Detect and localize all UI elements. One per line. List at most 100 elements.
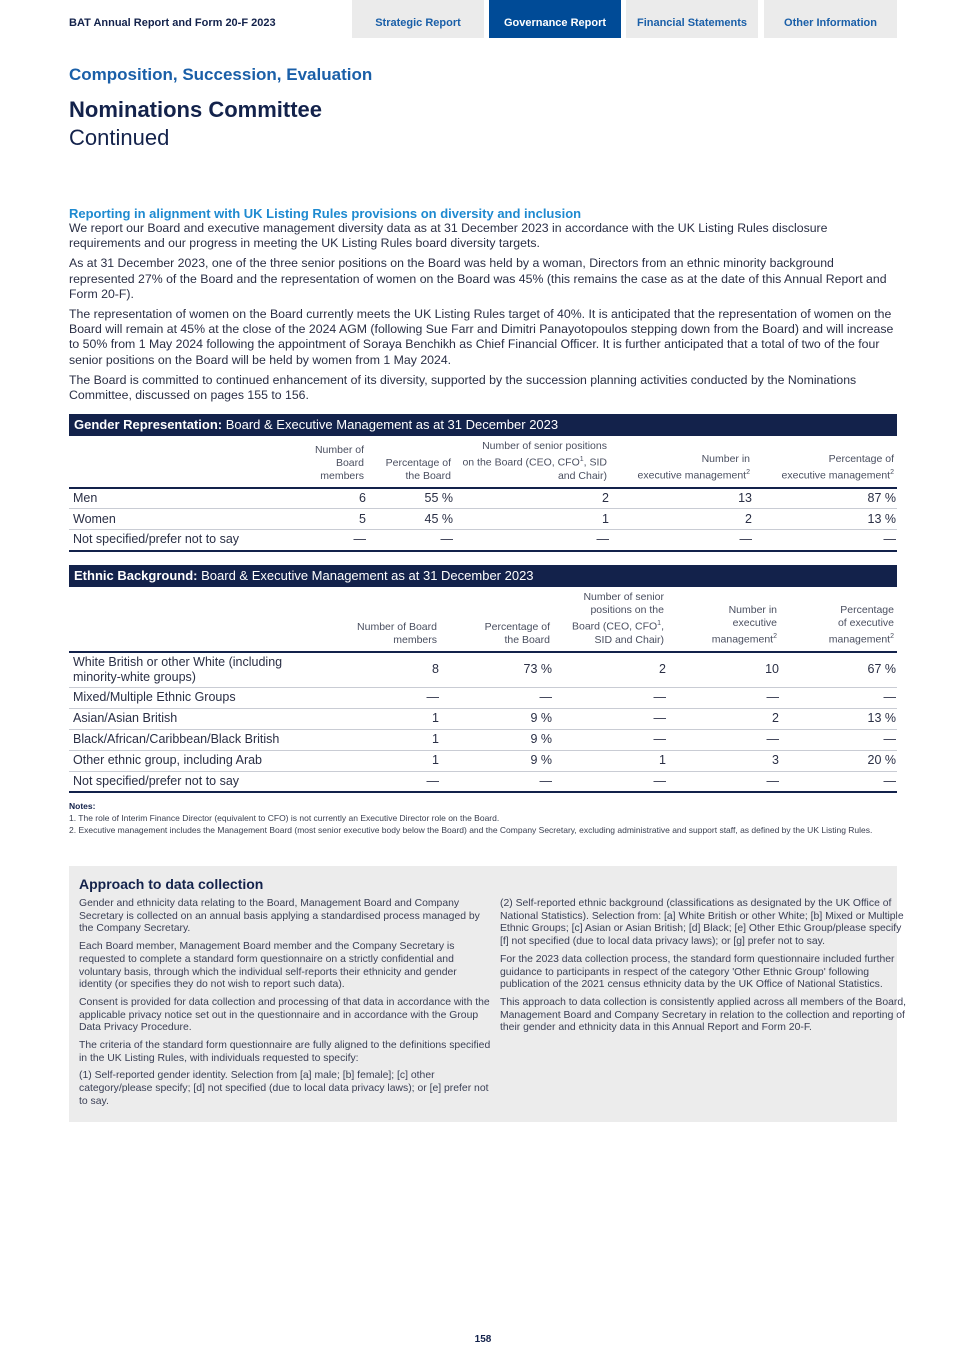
table-cell: 10 (667, 651, 780, 688)
table-title-bold: Gender Representation: (74, 417, 223, 432)
table-cell: 55 % (367, 487, 454, 509)
row-label: Not specified/prefer not to say (69, 771, 329, 793)
table-cell: 6 (289, 487, 367, 509)
data-table: Number of Board members Percentage of the… (69, 587, 897, 793)
table-row: White British or other White (including … (69, 651, 897, 688)
approach-paragraph: Each Board member, Management Board memb… (79, 941, 457, 991)
table-row: Not specified/prefer not to say — — — — — (69, 771, 897, 793)
note-item: 2. Executive management includes the Man… (69, 825, 873, 835)
intro-heading: Reporting in alignment with UK Listing R… (69, 206, 582, 221)
table-title-rest: Board & Executive Management as at 31 De… (222, 417, 559, 432)
table-cell: 1 (454, 508, 610, 530)
page-number: 158 (474, 1334, 492, 1345)
table-title-bold: Ethnic Background: (74, 568, 198, 583)
approach-paragraph: This approach to data collection is cons… (500, 996, 907, 1034)
table-cell: — (610, 529, 753, 552)
table-row: Men 6 55 % 2 13 87 % (69, 487, 897, 509)
approach-paragraph: (2) Self-reported ethnic background (cla… (500, 898, 904, 948)
table-cell: — (667, 729, 780, 751)
table-cell: 9 % (440, 708, 553, 730)
footnote-ref: 2 (773, 633, 777, 640)
ethnic-table: Ethnic Background: Board & Executive Man… (69, 565, 897, 793)
row-label: Women (69, 508, 289, 530)
footnote-ref: 2 (746, 469, 750, 476)
table-cell: 2 (454, 487, 610, 509)
approach-paragraph: Gender and ethnicity data relating to th… (79, 898, 480, 935)
table-row: Women 5 45 % 1 2 13 % (69, 508, 897, 530)
page-subtitle: Continued (69, 125, 170, 150)
row-label: Asian/Asian British (69, 708, 329, 730)
column-header: Number of senior positions on the Board … (454, 436, 610, 489)
approach-left-column: Gender and ethnicity data relating to th… (79, 898, 491, 1114)
table-row: Mixed/Multiple Ethnic Groups — — — — — (69, 687, 897, 709)
note-item: 1. The role of Interim Finance Director … (69, 813, 500, 823)
header-text: Percentage of executive management (781, 453, 894, 482)
table-cell: 13 % (780, 708, 897, 730)
row-label: Men (69, 487, 289, 509)
header-text: Percentage of executive management (828, 604, 894, 646)
table-cell: 45 % (367, 508, 454, 530)
header-row: Number of Board members Percentage of the… (69, 587, 897, 653)
table-cell: 5 (289, 508, 367, 530)
footnote-ref: 1 (579, 456, 584, 463)
intro-paragraph: The Board is committed to continued enha… (69, 372, 857, 403)
table-cell: 87 % (753, 487, 897, 509)
intro-section: Reporting in alignment with UK Listing R… (69, 206, 899, 408)
table-cell: — (780, 687, 897, 709)
column-header: Number of senior positions on the Board … (553, 587, 667, 653)
row-label: Black/African/Caribbean/Black British (69, 729, 329, 751)
table-cell: 2 (610, 508, 753, 530)
table-cell: — (367, 529, 454, 552)
table-title-bar: Ethnic Background: Board & Executive Man… (69, 565, 897, 587)
column-header: Percentage of executive management2 (780, 587, 897, 653)
table-title-bar: Gender Representation: Board & Executive… (69, 414, 897, 436)
table-cell: 9 % (440, 750, 553, 772)
tab-governance-report[interactable]: Governance Report (489, 0, 621, 38)
header-text: Number of Board members (357, 620, 437, 646)
header-text: Number in executive management (711, 604, 777, 646)
column-header: Number in executive management2 (610, 436, 753, 489)
column-header: Percentage of executive management2 (753, 436, 897, 489)
row-label: White British or other White (including … (69, 651, 329, 688)
table-cell: — (553, 687, 667, 709)
table-row: Asian/Asian British 1 9 % —2 13 % (69, 708, 897, 730)
table-cell: 2 (553, 651, 667, 688)
approach-title: Approach to data collection (79, 876, 264, 892)
approach-paragraph: Consent is provided for data collection … (79, 996, 490, 1034)
approach-paragraph: The criteria of the standard form questi… (79, 1040, 491, 1064)
document-title: BAT Annual Report and Form 20-F 2023 (69, 17, 276, 29)
table-cell: — (329, 687, 440, 709)
header-text: , SID and Chair) (594, 620, 664, 646)
intro-paragraph: We report our Board and executive manage… (69, 221, 828, 251)
tab-financial-statements[interactable]: Financial Statements (626, 0, 758, 38)
header-cell-empty (69, 587, 329, 653)
table-cell: — (440, 771, 553, 793)
tab-strategic-report[interactable]: Strategic Report (352, 0, 484, 38)
data-table: Number of Board members Percentage of the… (69, 436, 897, 552)
column-header: Number of Board members (329, 587, 440, 653)
section-kicker: Composition, Succession, Evaluation (69, 65, 373, 84)
table-cell: — (329, 771, 440, 793)
header-row: Number of Board members Percentage of the… (69, 436, 897, 489)
tab-other-information[interactable]: Other Information (764, 0, 897, 38)
row-label: Mixed/Multiple Ethnic Groups (69, 687, 329, 709)
row-label: Not specified/prefer not to say (69, 529, 289, 552)
table-cell: 3 (667, 750, 780, 772)
notes-title: Notes: (69, 801, 96, 811)
table-cell: 1 (329, 729, 440, 751)
table-cell: — (553, 729, 667, 751)
footnote-ref: 2 (890, 469, 894, 476)
header-text: Percentage of the Board (385, 456, 451, 482)
gender-table: Gender Representation: Board & Executive… (69, 414, 897, 552)
table-cell: 9 % (440, 729, 553, 751)
column-header: Number in executive management2 (667, 587, 780, 653)
column-header: Percentage of the Board (440, 587, 553, 653)
table-cell: — (753, 529, 897, 552)
column-header: Number of Board members (289, 436, 367, 489)
page-title: Nominations Committee (69, 97, 323, 122)
header-text: Number of senior positions on the Board … (462, 440, 607, 469)
approach-box: Approach to data collection Gender and e… (69, 866, 906, 1122)
table-cell: — (289, 529, 367, 552)
table-row: Other ethnic group, including Arab 1 9 % 1 3… (69, 750, 897, 772)
footnote-ref: 1 (657, 620, 662, 627)
